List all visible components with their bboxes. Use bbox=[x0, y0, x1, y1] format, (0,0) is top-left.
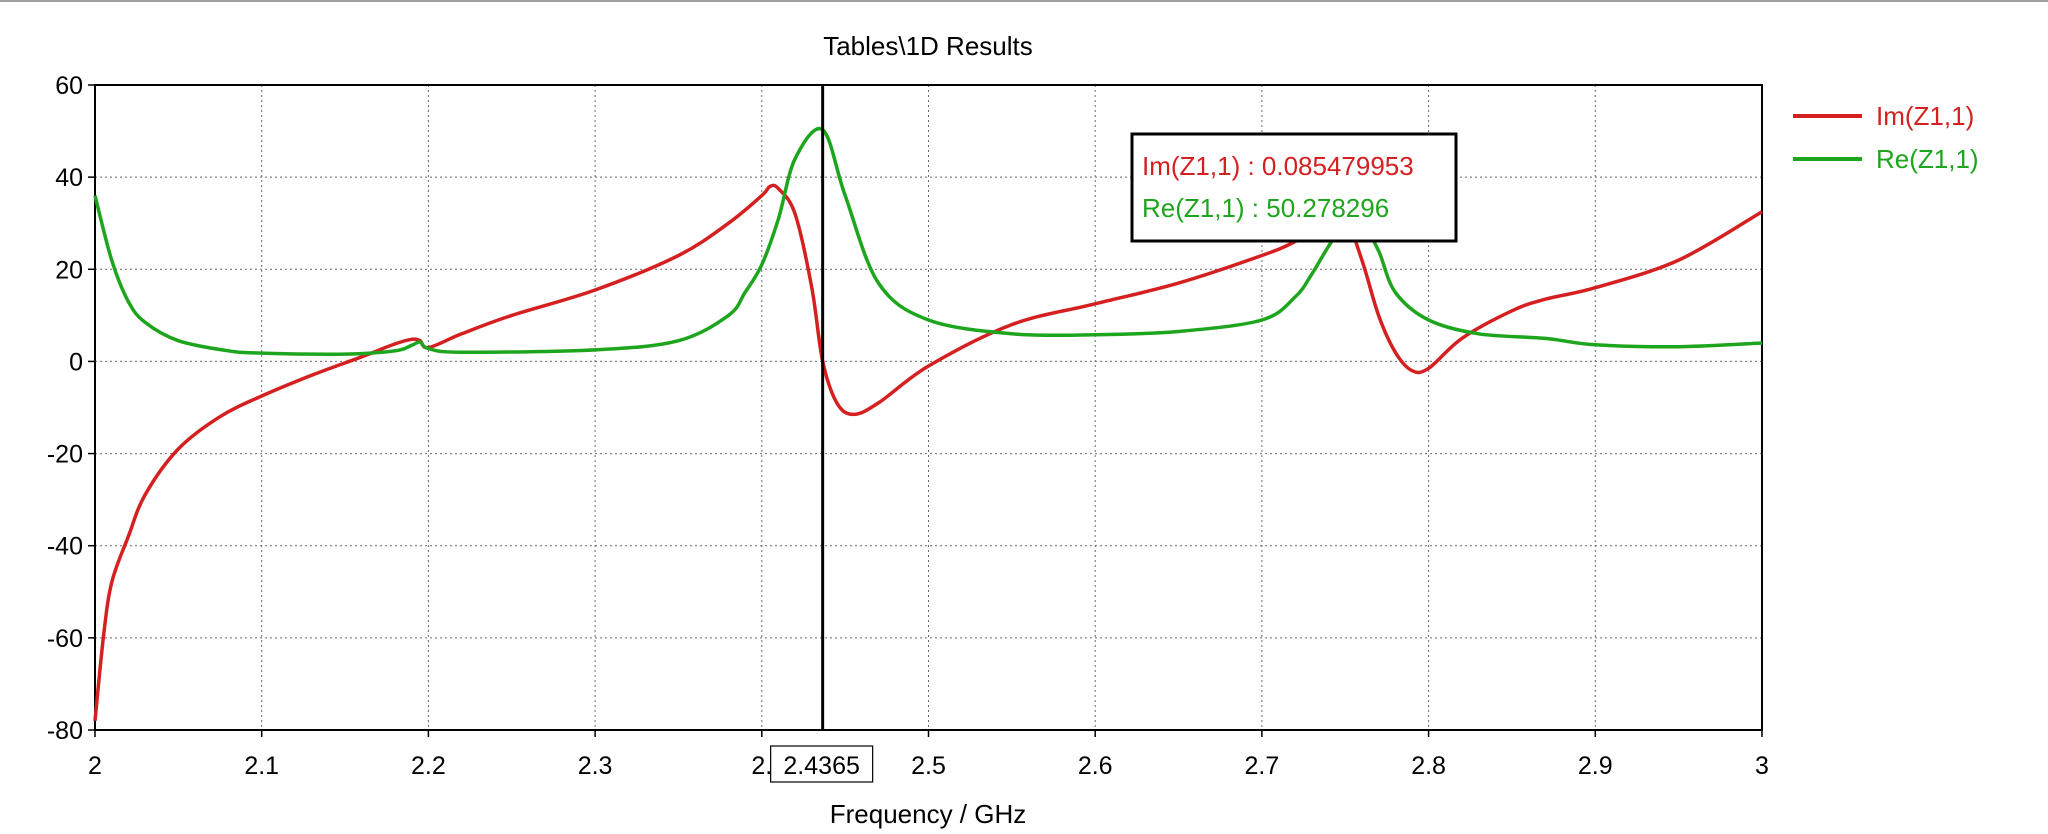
y-tick-label: -40 bbox=[47, 533, 83, 561]
x-tick-label: 2.8 bbox=[1411, 752, 1446, 780]
y-tick-label: 60 bbox=[55, 72, 83, 100]
x-tick-label: 2.2 bbox=[411, 752, 446, 780]
value-tooltip: Im(Z1,1) : 0.085479953 Re(Z1,1) : 50.278… bbox=[1130, 132, 1458, 243]
tooltip-box bbox=[1130, 132, 1458, 243]
x-axis-label: Frequency / GHz bbox=[830, 799, 1027, 829]
top-border bbox=[0, 0, 2048, 2]
x-tick-label: 3 bbox=[1755, 752, 1769, 780]
x-tick-label: 2.6 bbox=[1078, 752, 1113, 780]
legend: Im(Z1,1) Re(Z1,1) bbox=[1793, 101, 1979, 174]
x-tick-label: 2 bbox=[88, 752, 102, 780]
y-axis-ticks: 60 40 20 0 -20 -40 -60 -80 bbox=[47, 72, 95, 745]
x-tick-label: 2.5 bbox=[911, 752, 946, 780]
x-tick-label: 2.3 bbox=[578, 752, 613, 780]
tooltip-re-value: Re(Z1,1) : 50.278296 bbox=[1142, 193, 1389, 223]
x-tick-label: 2. bbox=[751, 752, 772, 780]
series-layer bbox=[93, 126, 1763, 721]
y-tick-label: 0 bbox=[69, 348, 83, 376]
series-line-im bbox=[93, 183, 1763, 721]
x-tick-label: 2.9 bbox=[1578, 752, 1613, 780]
y-tick-label: -60 bbox=[47, 625, 83, 653]
frequency-marker-box[interactable] bbox=[770, 745, 874, 783]
tooltip-im-value: Im(Z1,1) : 0.085479953 bbox=[1142, 151, 1414, 181]
y-tick-label: -80 bbox=[47, 717, 83, 745]
chart-title: Tables\1D Results bbox=[823, 31, 1033, 61]
x-tick-label: 2.7 bbox=[1245, 752, 1280, 780]
x-tick-label: 2.1 bbox=[244, 752, 279, 780]
series-line-re bbox=[93, 126, 1763, 356]
legend-label-re: Re(Z1,1) bbox=[1876, 144, 1979, 174]
legend-label-im: Im(Z1,1) bbox=[1876, 101, 1974, 131]
y-tick-label: -20 bbox=[47, 441, 83, 469]
y-tick-label: 20 bbox=[55, 256, 83, 284]
x-axis-ticks: 2 2.1 2.2 2.3 2. 2.5 2.6 2.7 2.8 2.9 3 bbox=[88, 730, 1769, 780]
grid bbox=[95, 85, 1762, 730]
y-tick-label: 40 bbox=[55, 164, 83, 192]
frequency-marker-label: 2.4365 bbox=[783, 752, 859, 780]
